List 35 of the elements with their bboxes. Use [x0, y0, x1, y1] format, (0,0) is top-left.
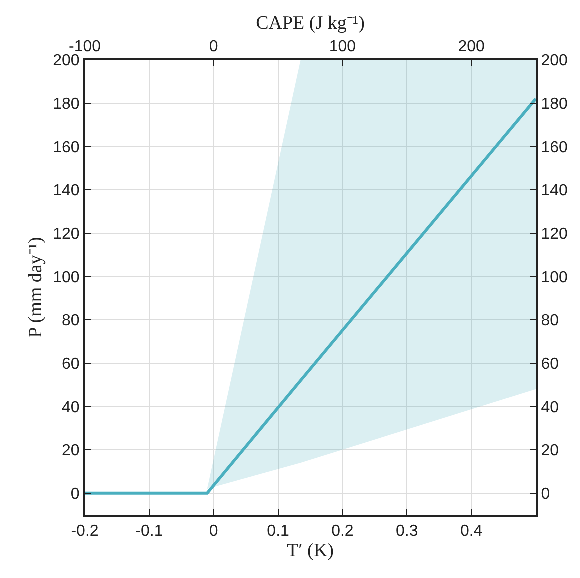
x-tick-label: 0.2	[332, 523, 354, 540]
y2-tick-label: 200	[541, 52, 568, 70]
y-tick-label: 100	[53, 269, 80, 286]
x-tick-label: 0.1	[267, 523, 290, 540]
x-tick-label: 0.3	[396, 523, 418, 540]
y2-tick-label: 80	[541, 312, 560, 330]
x-tick-label: 0.4	[460, 523, 483, 540]
y-tick-label: 140	[53, 182, 80, 200]
x2-tick-label: 200	[458, 38, 486, 56]
y2-tick-label: 120	[541, 226, 568, 243]
y-tick-label: 120	[53, 226, 80, 243]
y2-tick-label: 140	[541, 182, 568, 200]
y-tick-label: 160	[53, 139, 80, 156]
x-tick-label: -0.2	[71, 523, 99, 540]
y2-tick-label: 160	[541, 139, 568, 156]
y-tick-label: 40	[62, 399, 80, 416]
y-tick-label: 200	[53, 52, 80, 70]
y-tick-label: 0	[70, 486, 80, 503]
x-axis-title: T′ (K)	[287, 540, 334, 562]
y-tick-label: 80	[62, 312, 80, 330]
y2-tick-label: 20	[541, 442, 560, 460]
x-tick-label: 0	[209, 523, 218, 540]
y-tick-label: 20	[62, 442, 80, 460]
y-axis-title: P (mm day⁻¹)	[25, 237, 46, 338]
y2-tick-label: 40	[541, 399, 560, 416]
x2-axis-title: CAPE (J kg⁻¹)	[256, 12, 365, 34]
x-tick-label: -0.1	[136, 523, 164, 540]
y-tick-label: 180	[53, 96, 80, 113]
y-tick-label: 60	[62, 356, 80, 373]
x2-tick-label: 0	[209, 38, 218, 56]
x2-tick-label: 100	[329, 38, 356, 56]
y2-tick-label: 100	[541, 269, 568, 286]
y2-tick-label: 180	[541, 96, 568, 113]
y2-tick-label: 0	[541, 486, 550, 503]
y2-tick-label: 60	[541, 356, 560, 373]
